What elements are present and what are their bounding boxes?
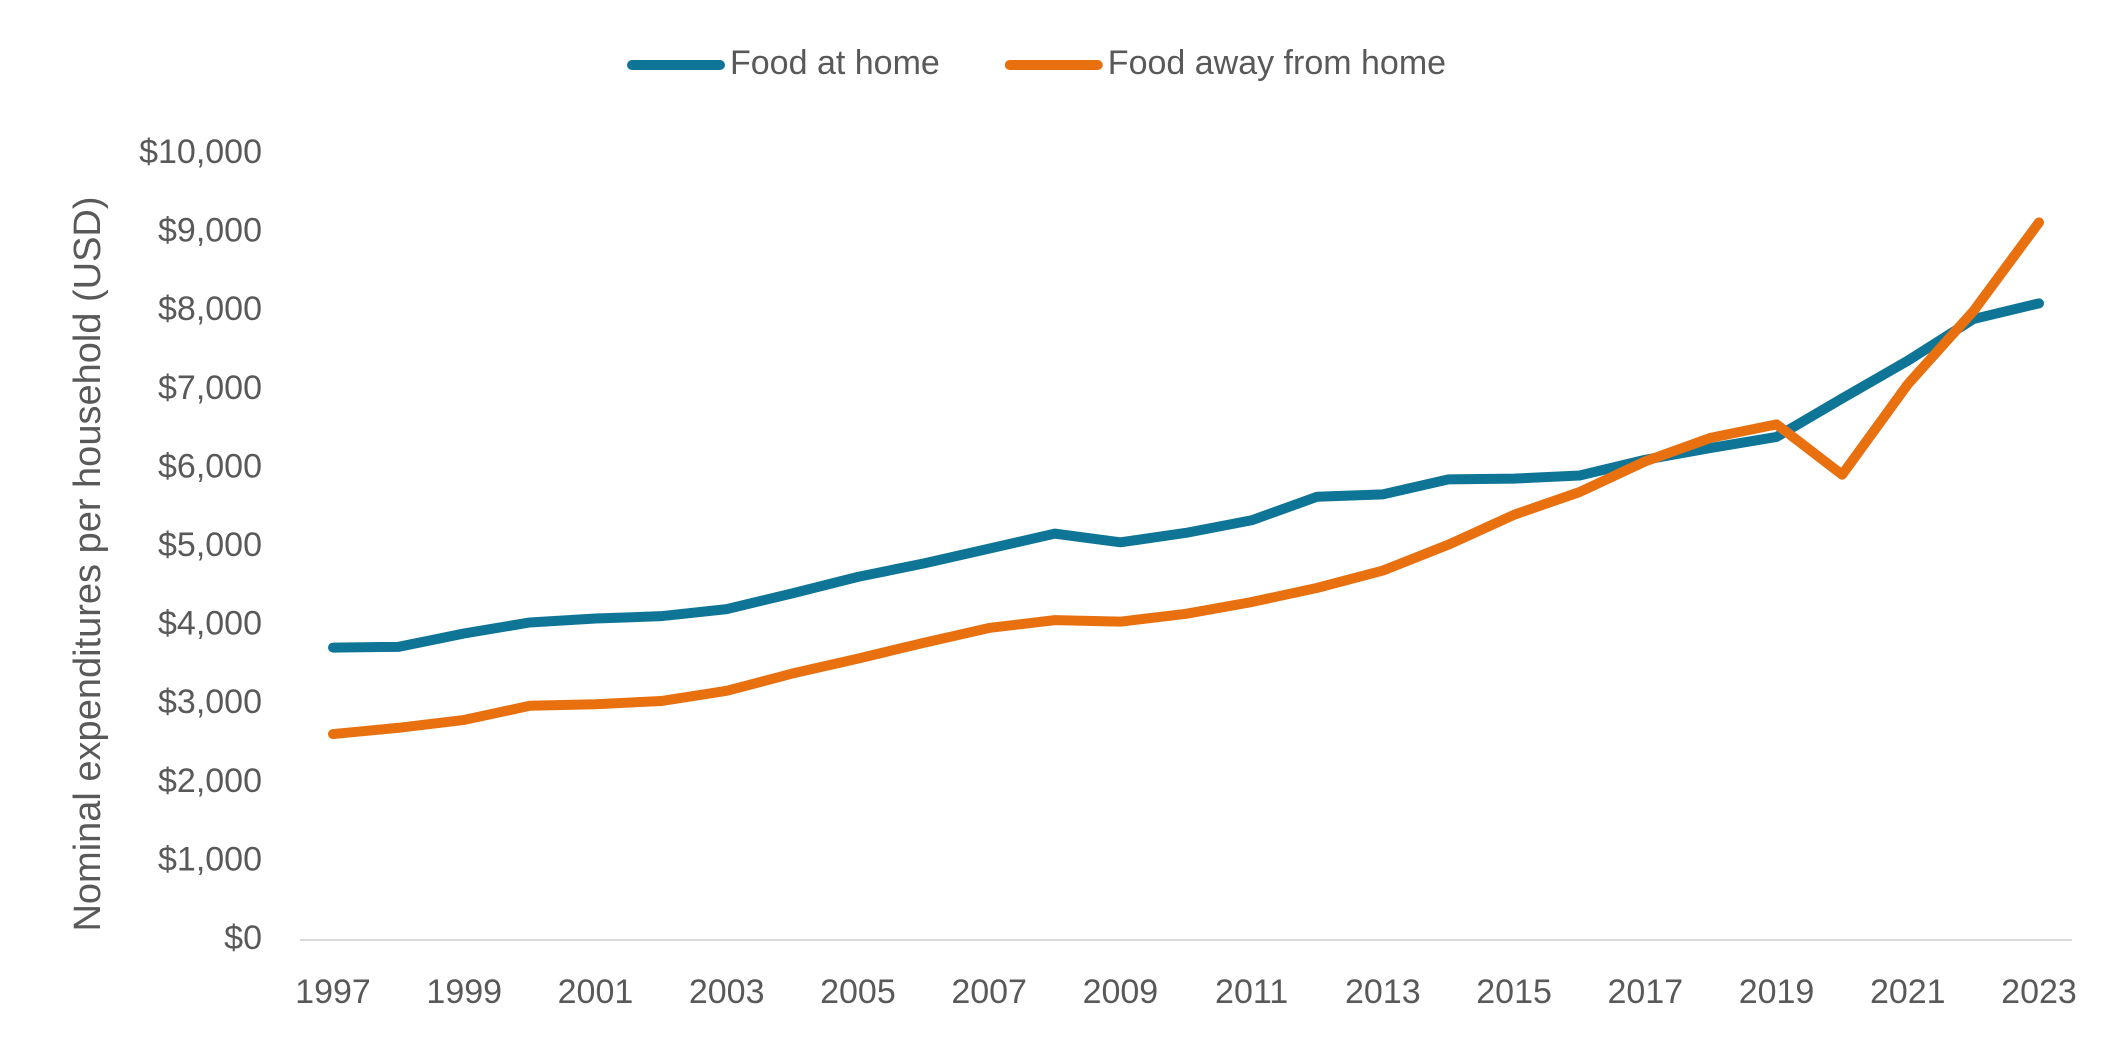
x-tick-label: 1999 [426,973,502,1011]
x-tick-label: 2001 [558,973,634,1011]
y-tick-label: $2,000 [158,762,262,800]
x-tick-label: 2005 [820,973,896,1011]
x-tick-label: 2011 [1215,973,1288,1011]
x-tick-label: 2021 [1870,973,1946,1011]
series-line [328,298,2044,653]
y-tick-label: $7,000 [158,369,262,407]
y-tick-label: $5,000 [158,526,262,564]
x-tick-label: 2017 [1607,973,1683,1011]
y-tick-label: $6,000 [158,447,262,485]
x-tick-label: 1997 [295,973,371,1011]
x-tick-label: 2019 [1739,973,1815,1011]
y-tick-label: $9,000 [158,212,262,250]
y-tick-label: $8,000 [158,290,262,328]
x-tick-label: 2007 [951,973,1027,1011]
y-axis-label: Nominal expenditures per household (USD) [67,196,109,931]
legend-label: Food away from home [1108,44,1446,82]
series-line [328,217,2044,740]
y-tick-label: $10,000 [139,133,262,171]
y-tick-label: $4,000 [158,605,262,643]
y-tick-label: $3,000 [158,683,262,721]
x-tick-label: 2023 [2001,973,2077,1011]
y-tick-label: $1,000 [158,840,262,878]
x-tick-label: 2013 [1345,973,1421,1011]
legend-label: Food at home [730,44,940,82]
x-tick-label: 2015 [1476,973,1552,1011]
y-tick-label: $0 [224,919,262,957]
x-tick-label: 2003 [689,973,765,1011]
x-tick-label: 2009 [1083,973,1159,1011]
